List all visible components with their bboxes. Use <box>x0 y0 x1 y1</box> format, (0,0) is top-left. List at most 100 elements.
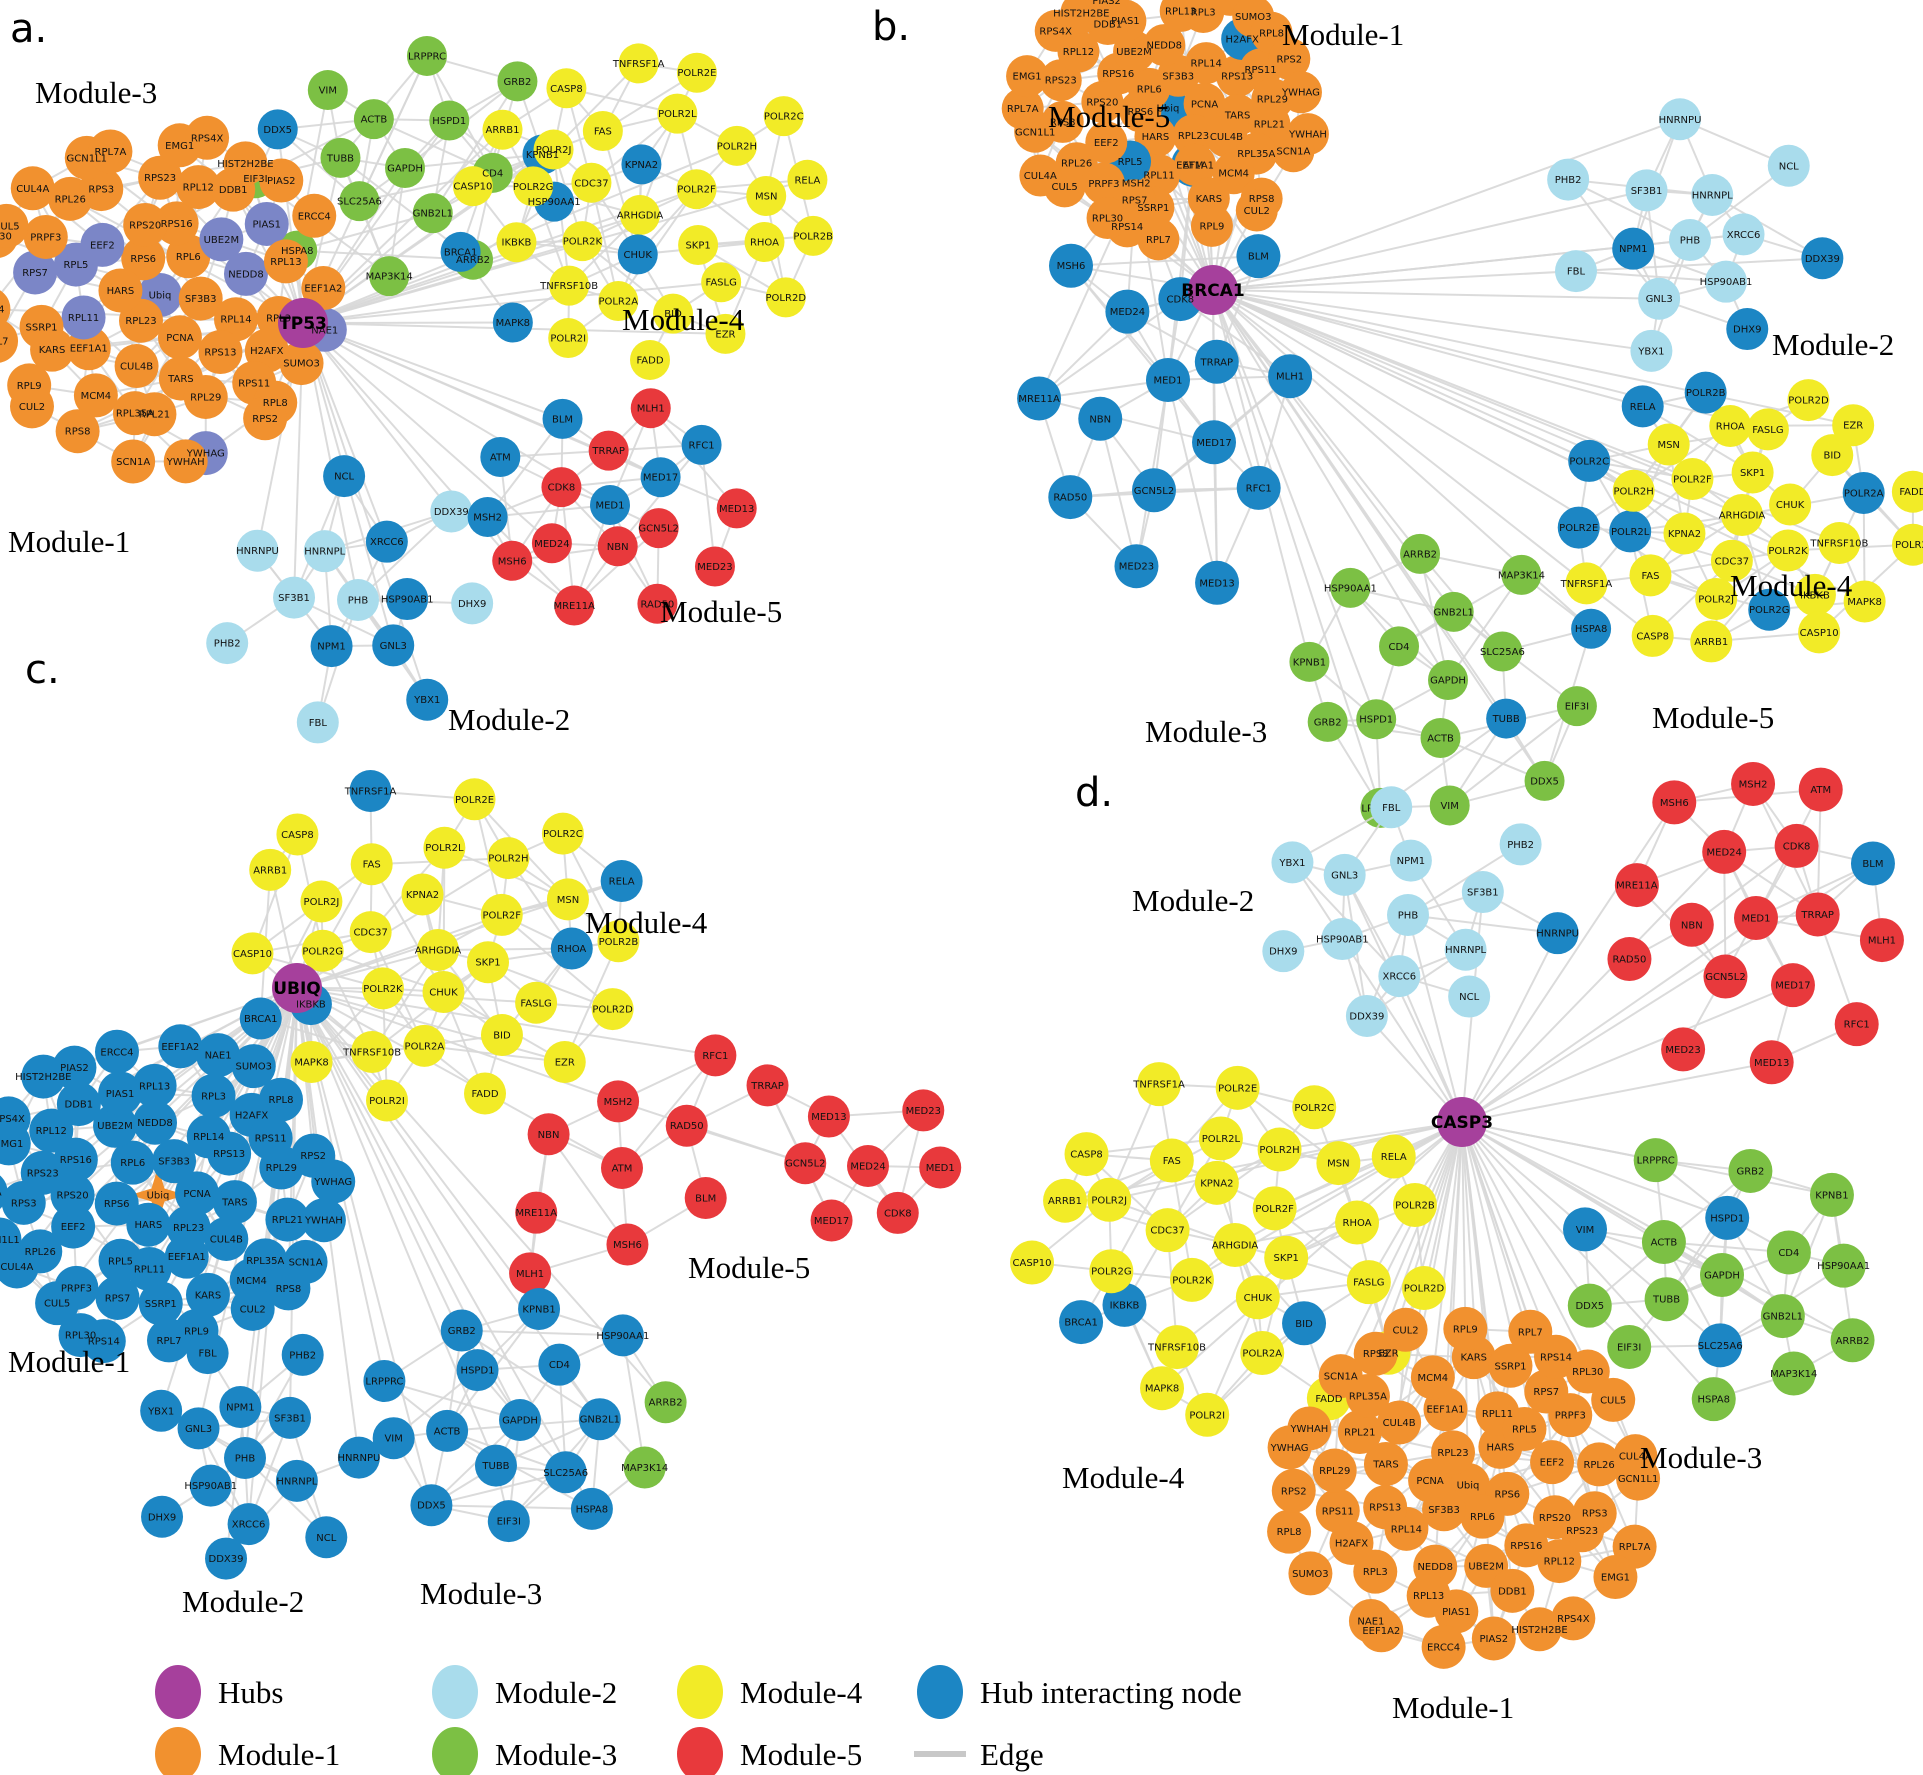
node-SKP1[interactable] <box>466 941 509 984</box>
node-MED1[interactable] <box>590 485 630 525</box>
node-EEF1A2[interactable] <box>158 1024 203 1069</box>
node-POLR2F[interactable] <box>676 169 717 210</box>
node-HSP90AA1[interactable] <box>601 1314 644 1357</box>
node-GAPDH[interactable] <box>1700 1253 1744 1297</box>
node-EEF1A1[interactable] <box>1174 143 1217 186</box>
node-RPL7A[interactable] <box>0 1170 8 1214</box>
node-TNFRSF10B[interactable] <box>549 265 590 306</box>
node-DHX9[interactable] <box>1726 308 1769 351</box>
node-RPL12[interactable] <box>176 165 221 210</box>
node-RFC1[interactable] <box>1834 1002 1879 1047</box>
node-HARS[interactable] <box>126 1202 171 1247</box>
node-MSH2[interactable] <box>1731 761 1776 806</box>
node-POLR2E[interactable] <box>676 52 717 93</box>
node-ATM[interactable] <box>1798 767 1843 812</box>
node-SUMO3[interactable] <box>1288 1551 1333 1596</box>
node-RPS8[interactable] <box>266 1266 311 1311</box>
node-BID[interactable] <box>653 293 694 334</box>
node-SCN1A[interactable] <box>1272 130 1315 173</box>
node-POLR2E[interactable] <box>1215 1065 1260 1110</box>
node-NCL[interactable] <box>1767 144 1810 187</box>
node-ARRB1[interactable] <box>1690 620 1733 663</box>
node-TNFRSF10B[interactable] <box>1818 521 1861 564</box>
node-MLH1[interactable] <box>509 1252 552 1295</box>
node-SF3B1[interactable] <box>1625 169 1668 212</box>
node-GAPDH[interactable] <box>1428 660 1468 700</box>
node-CASP8[interactable] <box>546 68 587 109</box>
node-RPL21[interactable] <box>265 1197 310 1242</box>
node-RFC1[interactable] <box>681 424 722 465</box>
node-POLR2I[interactable] <box>548 318 589 359</box>
node-EMG1[interactable] <box>1006 55 1049 98</box>
node-GRB2[interactable] <box>1307 701 1348 742</box>
node-SF3B1[interactable] <box>269 1396 311 1439</box>
node-IKBKB[interactable] <box>1102 1282 1147 1327</box>
node-star-Ubiq[interactable] <box>130 1167 186 1223</box>
node-DDX5[interactable] <box>410 1484 453 1527</box>
node-GCN1L1[interactable] <box>1616 1456 1661 1501</box>
node-PIAS1[interactable] <box>244 201 289 246</box>
node-FBL[interactable] <box>296 701 339 744</box>
node-HNRNPL[interactable] <box>1691 173 1734 216</box>
node-POLR2J[interactable] <box>1087 1177 1132 1222</box>
node-HSPA8[interactable] <box>1571 608 1612 649</box>
node-HSP90AA1[interactable] <box>1330 567 1371 608</box>
node-MSH2[interactable] <box>467 496 508 537</box>
node-EEF2[interactable] <box>1530 1440 1575 1485</box>
node-MAPK8[interactable] <box>492 302 533 343</box>
node-YWHAG[interactable] <box>1279 71 1322 114</box>
node-EEF2[interactable] <box>1085 121 1128 164</box>
node-RPS2[interactable] <box>1271 1468 1316 1513</box>
node-HNRNPL[interactable] <box>303 530 346 573</box>
node-POLR2H[interactable] <box>1257 1127 1302 1172</box>
node-POLR2K[interactable] <box>1169 1257 1214 1302</box>
node-HSP90AB1[interactable] <box>386 578 429 621</box>
node-ARRB1[interactable] <box>249 848 292 891</box>
node-RAD50[interactable] <box>1048 475 1093 520</box>
node-MAPK8[interactable] <box>290 1040 333 1083</box>
node-TUBB[interactable] <box>474 1444 517 1487</box>
node-ARRB1[interactable] <box>1043 1178 1088 1223</box>
node-CHUK[interactable] <box>422 970 465 1013</box>
node-PRPF3[interactable] <box>1548 1393 1593 1438</box>
node-POLR2F[interactable] <box>1252 1186 1297 1231</box>
node-YBX1[interactable] <box>1630 329 1673 372</box>
node-RPL30[interactable] <box>58 1313 103 1358</box>
node-ARRB1[interactable] <box>482 109 523 150</box>
node-POLR2F[interactable] <box>480 893 523 936</box>
node-HIST2H2BE[interactable] <box>223 141 268 186</box>
node-HIST2H2BE[interactable] <box>1517 1607 1562 1652</box>
node-RHOA[interactable] <box>1709 404 1752 447</box>
node-EIF3I[interactable] <box>1607 1324 1652 1369</box>
node-PIAS1[interactable] <box>98 1071 143 1116</box>
node-YBX1[interactable] <box>1271 841 1314 884</box>
node-PHB[interactable] <box>224 1437 266 1479</box>
node-GCN5L2[interactable] <box>1703 954 1748 999</box>
hub-UBIQ[interactable] <box>272 963 322 1013</box>
node-EEF2[interactable] <box>80 222 125 267</box>
node-RPL9[interactable] <box>1190 204 1233 247</box>
node-POLR2J[interactable] <box>1695 577 1738 620</box>
node-NCL[interactable] <box>1448 975 1491 1018</box>
node-XRCC6[interactable] <box>227 1503 270 1546</box>
node-BRCA1[interactable] <box>239 997 282 1040</box>
node-CDK8[interactable] <box>876 1191 919 1234</box>
node-FAS[interactable] <box>350 843 393 886</box>
node-POLR2A[interactable] <box>1240 1331 1285 1376</box>
node-RPL9[interactable] <box>7 363 52 408</box>
node-RPL35A[interactable] <box>112 391 157 436</box>
node-NBN[interactable] <box>1669 902 1714 947</box>
node-EZR[interactable] <box>1832 404 1875 447</box>
node-RPL29[interactable] <box>183 374 228 419</box>
node-HSPD1[interactable] <box>456 1349 499 1392</box>
node-HSP90AB1[interactable] <box>1704 260 1747 303</box>
node-FADD[interactable] <box>630 339 671 380</box>
node-FAS[interactable] <box>1629 554 1672 597</box>
node-RPS16[interactable] <box>1504 1523 1549 1568</box>
node-POLR2J[interactable] <box>300 880 343 923</box>
node-GNB2L1[interactable] <box>578 1398 621 1441</box>
node-RPS4X[interactable] <box>1551 1596 1596 1641</box>
node-ARHGDIA[interactable] <box>417 929 459 971</box>
node-MED23[interactable] <box>694 546 735 587</box>
node-XRCC6[interactable] <box>1378 955 1421 998</box>
